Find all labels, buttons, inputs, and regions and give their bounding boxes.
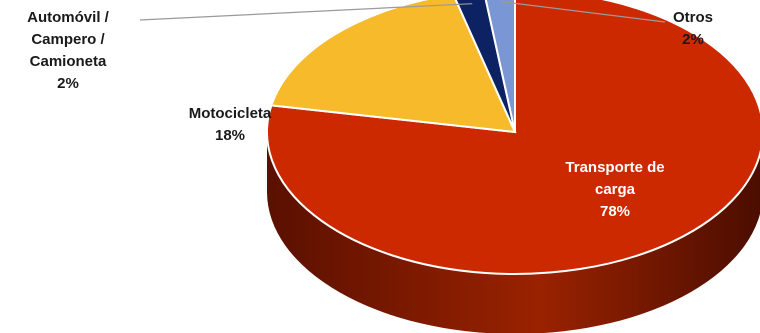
leader-line-2: [139, 3, 473, 21]
slice-value-label-3: 2%: [682, 31, 704, 48]
slice-label-3: Otros: [673, 9, 713, 26]
pie-slice-2: [454, 0, 516, 133]
leader-line-3: [500, 1, 666, 23]
pie-side-wall: [267, 132, 760, 333]
slice-value-label-2: 2%: [57, 75, 79, 92]
slice-label-2: Campero /: [31, 31, 105, 48]
slice-label-2: Camioneta: [30, 53, 107, 70]
pie-slice-1: [270, 0, 517, 134]
pie-top-layer: [266, 0, 760, 275]
slice-label-2: Automóvil /: [27, 9, 109, 26]
pie-slice-0: [266, 0, 760, 275]
pie-slice-3: [484, 0, 516, 133]
slice-label-0: carga: [595, 181, 636, 198]
leader-lines: [139, 1, 666, 23]
pie-side-layer: [267, 132, 760, 333]
slice-labels: Transporte de carga 78% Motocicleta 18% Autom…: [27, 9, 713, 220]
slice-value-label-0: 78%: [600, 203, 630, 220]
slice-label-0: Transporte de: [565, 159, 664, 176]
slice-label-1: Motocicleta: [189, 105, 272, 122]
slice-value-label-1: 18%: [215, 127, 245, 144]
